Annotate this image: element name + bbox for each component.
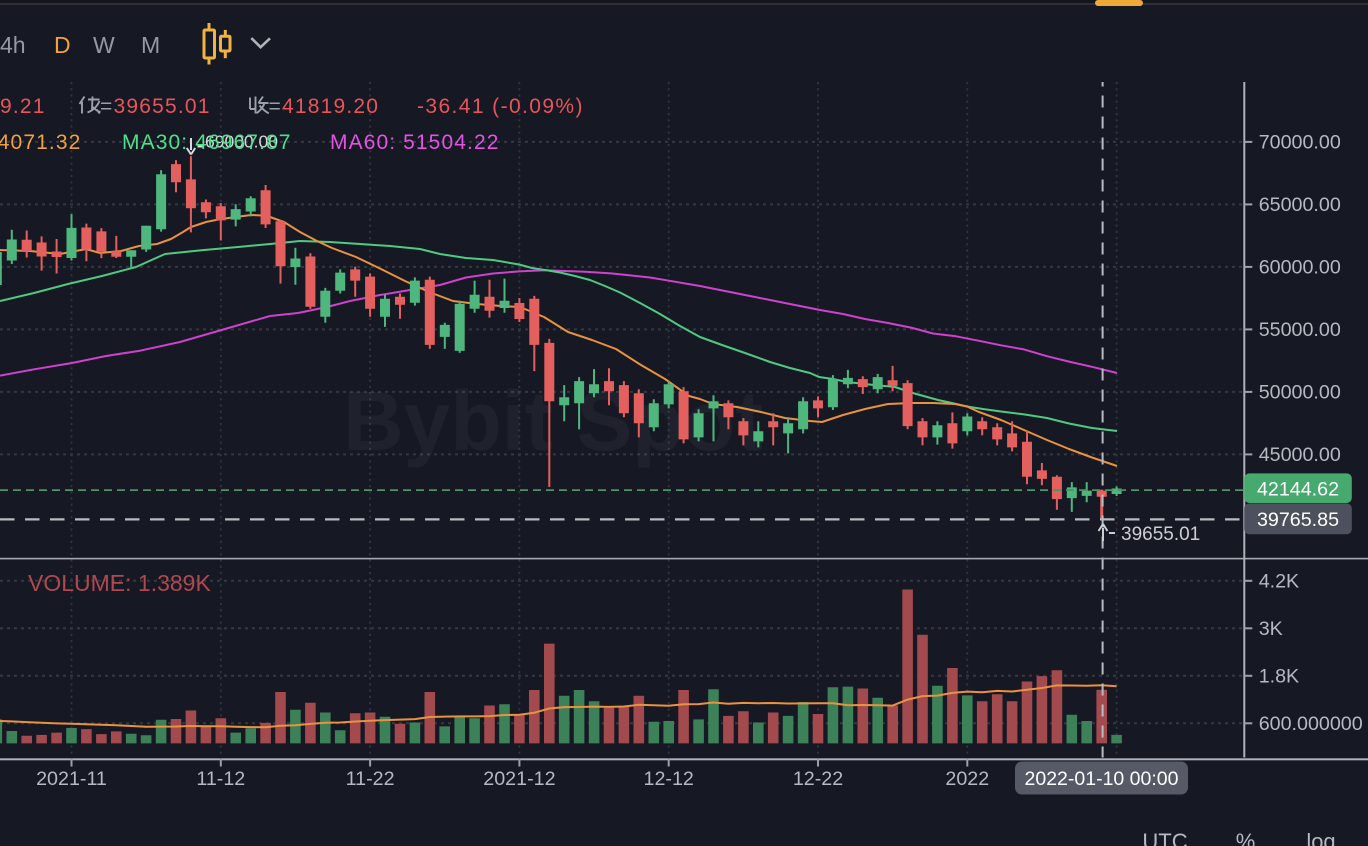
- svg-text:2022-01-10 00:00: 2022-01-10 00:00: [1025, 768, 1179, 790]
- svg-text:VOLUME: 1.389K: VOLUME: 1.389K: [28, 570, 211, 596]
- svg-text:4.2K: 4.2K: [1259, 570, 1300, 592]
- svg-text:12-22: 12-22: [793, 768, 843, 790]
- svg-text:2021-12: 2021-12: [483, 768, 555, 790]
- svg-text:9.21: 9.21: [0, 95, 46, 118]
- svg-text:W: W: [93, 32, 115, 58]
- svg-text:11-12: 11-12: [196, 768, 245, 790]
- svg-text:55000.00: 55000.00: [1259, 319, 1341, 341]
- svg-text:%: %: [1236, 829, 1256, 846]
- svg-text:M: M: [141, 32, 160, 58]
- svg-text:41819.20: 41819.20: [282, 95, 379, 118]
- svg-text:2021-11: 2021-11: [36, 768, 107, 790]
- svg-text:D: D: [54, 32, 71, 58]
- svg-text:42144.62: 42144.62: [1257, 479, 1339, 501]
- svg-text:1.8K: 1.8K: [1259, 665, 1300, 687]
- svg-text:11-22: 11-22: [346, 768, 395, 790]
- svg-text:2022: 2022: [945, 768, 989, 790]
- svg-text:4h: 4h: [0, 32, 26, 58]
- svg-text:12-12: 12-12: [644, 768, 694, 790]
- svg-text:3K: 3K: [1259, 618, 1283, 640]
- svg-text:=: =: [269, 95, 281, 118]
- svg-text:65000.00: 65000.00: [1259, 194, 1341, 216]
- svg-text:600.000000: 600.000000: [1259, 713, 1363, 735]
- svg-text:-36.41 (-0.09%): -36.41 (-0.09%): [417, 95, 584, 118]
- svg-text:39655.01: 39655.01: [1121, 524, 1200, 545]
- svg-text:44071.32: 44071.32: [0, 131, 81, 154]
- svg-text:39655.01: 39655.01: [114, 95, 211, 118]
- svg-text:60000.00: 60000.00: [1259, 256, 1341, 278]
- svg-text:50000.00: 50000.00: [1259, 381, 1341, 403]
- svg-text:45000.00: 45000.00: [1259, 444, 1341, 466]
- svg-text:MA60: 51504.22: MA60: 51504.22: [330, 131, 500, 154]
- svg-text:69000.00: 69000.00: [205, 132, 278, 152]
- svg-text:MA30: 46967.87: MA30: 46967.87: [122, 131, 292, 154]
- svg-text:UTC: UTC: [1142, 829, 1187, 846]
- svg-text:log: log: [1306, 829, 1335, 846]
- svg-text:=: =: [100, 95, 112, 118]
- svg-text:70000.00: 70000.00: [1259, 131, 1341, 153]
- svg-text:39765.85: 39765.85: [1257, 509, 1339, 531]
